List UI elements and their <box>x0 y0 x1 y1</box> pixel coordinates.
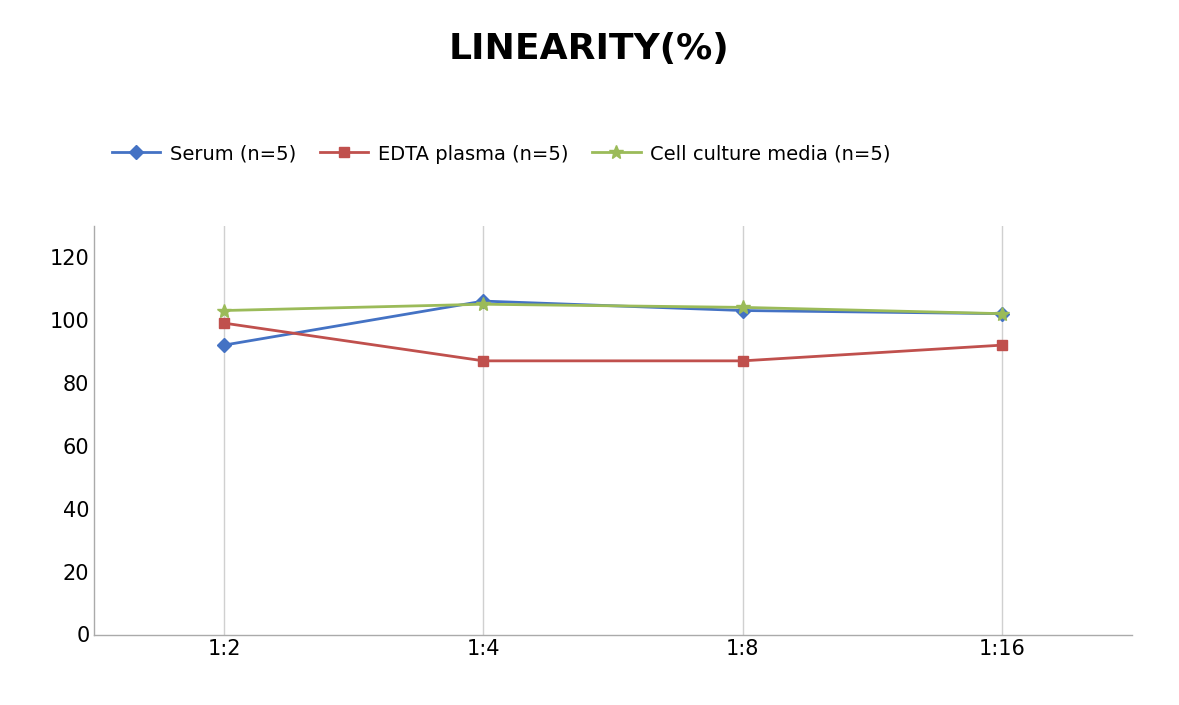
Line: Serum (n=5): Serum (n=5) <box>219 296 1007 350</box>
Legend: Serum (n=5), EDTA plasma (n=5), Cell culture media (n=5): Serum (n=5), EDTA plasma (n=5), Cell cul… <box>104 137 898 171</box>
EDTA plasma (n=5) <box>476 357 490 365</box>
EDTA plasma (n=5) <box>217 319 231 327</box>
Cell culture media (n=5) <box>217 306 231 314</box>
Serum (n=5) <box>736 306 750 314</box>
Cell culture media (n=5) <box>476 300 490 309</box>
EDTA plasma (n=5) <box>736 357 750 365</box>
Text: LINEARITY(%): LINEARITY(%) <box>449 32 730 66</box>
Serum (n=5) <box>476 297 490 305</box>
Cell culture media (n=5) <box>736 303 750 312</box>
Serum (n=5) <box>217 341 231 350</box>
EDTA plasma (n=5) <box>995 341 1009 350</box>
Cell culture media (n=5) <box>995 309 1009 318</box>
Line: Cell culture media (n=5): Cell culture media (n=5) <box>217 298 1009 321</box>
Line: EDTA plasma (n=5): EDTA plasma (n=5) <box>219 318 1007 366</box>
Serum (n=5) <box>995 309 1009 318</box>
